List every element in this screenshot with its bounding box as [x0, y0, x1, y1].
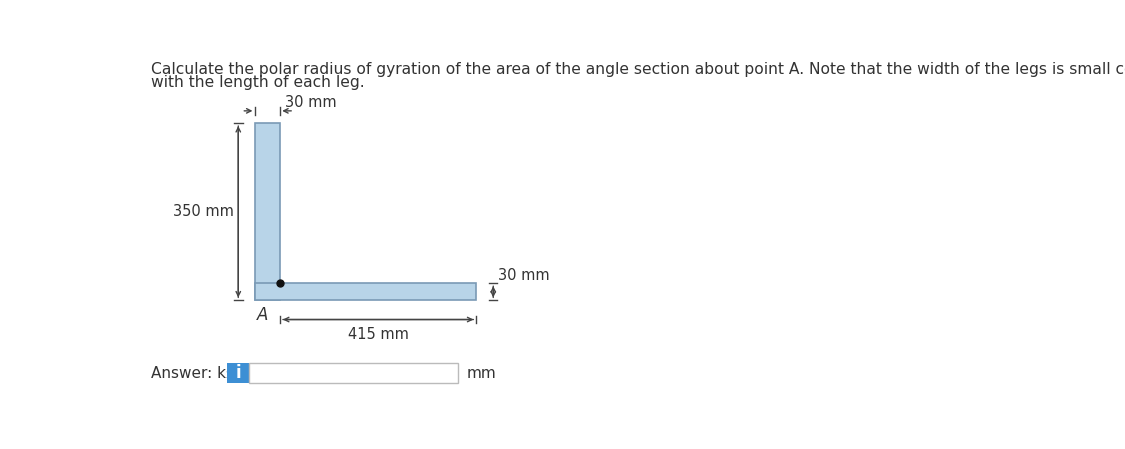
Bar	[255, 283, 476, 300]
Text: with the length of each leg.: with the length of each leg.	[152, 75, 366, 90]
Bar	[255, 123, 280, 300]
Text: Calculate the polar radius of gyration of the area of the angle section about po: Calculate the polar radius of gyration o…	[152, 62, 1125, 77]
Text: A: A	[256, 306, 268, 325]
Text: Answer: k₂ =: Answer: k₂ =	[152, 366, 250, 381]
Text: 415 mm: 415 mm	[348, 327, 408, 342]
Text: 350 mm: 350 mm	[173, 204, 234, 219]
Text: 30 mm: 30 mm	[498, 268, 549, 282]
Bar	[227, 363, 249, 383]
Text: 30 mm: 30 mm	[285, 95, 336, 110]
Text: mm: mm	[466, 366, 496, 381]
Text: i: i	[235, 365, 241, 383]
Bar	[249, 363, 458, 383]
